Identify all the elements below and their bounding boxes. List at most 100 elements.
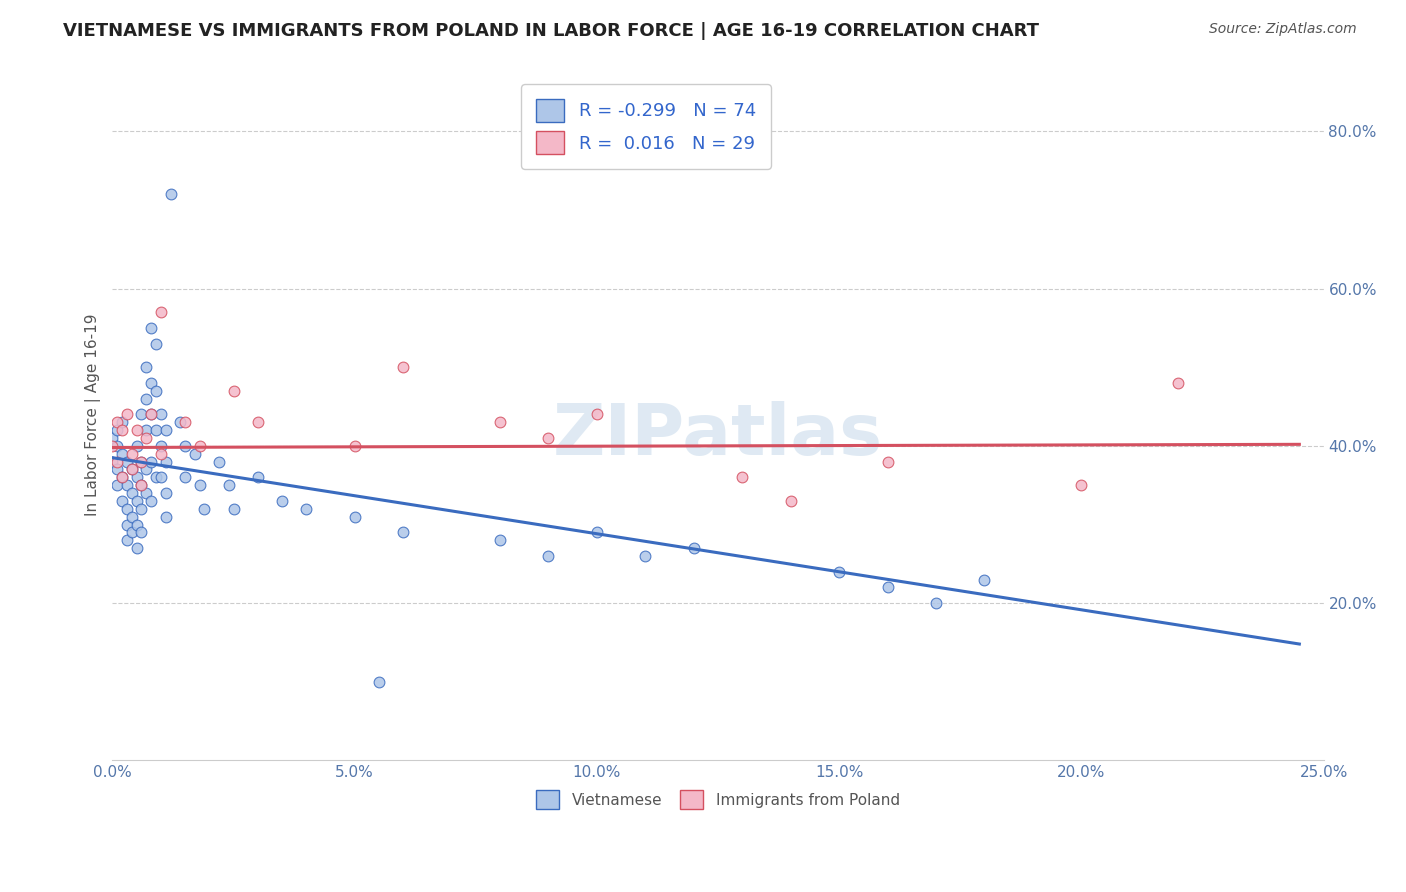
Point <box>155 486 177 500</box>
Point <box>121 462 143 476</box>
Point <box>111 470 134 484</box>
Point <box>145 384 167 398</box>
Point <box>367 674 389 689</box>
Point <box>141 494 163 508</box>
Point <box>184 447 207 461</box>
Point <box>149 439 172 453</box>
Point <box>174 470 197 484</box>
Point <box>131 478 153 492</box>
Point <box>125 517 148 532</box>
Point <box>105 478 128 492</box>
Point <box>115 455 138 469</box>
Point <box>101 455 124 469</box>
Point <box>537 549 560 563</box>
Point <box>159 187 181 202</box>
Point <box>155 455 177 469</box>
Legend: Vietnamese, Immigrants from Poland: Vietnamese, Immigrants from Poland <box>530 784 905 815</box>
Point <box>246 470 269 484</box>
Point <box>131 408 153 422</box>
Point <box>131 525 153 540</box>
Point <box>489 533 512 548</box>
Point <box>135 360 157 375</box>
Point <box>876 455 898 469</box>
Point <box>155 423 177 437</box>
Point <box>188 478 211 492</box>
Point <box>111 494 134 508</box>
Point <box>586 408 609 422</box>
Point <box>343 509 366 524</box>
Point <box>634 549 657 563</box>
Point <box>105 455 128 469</box>
Point <box>193 501 215 516</box>
Point <box>105 439 128 453</box>
Point <box>731 470 754 484</box>
Point <box>101 431 124 445</box>
Point <box>105 423 128 437</box>
Point <box>145 336 167 351</box>
Point <box>125 541 148 555</box>
Point <box>155 509 177 524</box>
Point <box>121 525 143 540</box>
Point <box>271 494 294 508</box>
Point <box>295 501 318 516</box>
Point <box>105 462 128 476</box>
Point <box>392 360 415 375</box>
Point <box>135 392 157 406</box>
Text: VIETNAMESE VS IMMIGRANTS FROM POLAND IN LABOR FORCE | AGE 16-19 CORRELATION CHAR: VIETNAMESE VS IMMIGRANTS FROM POLAND IN … <box>63 22 1039 40</box>
Point <box>169 415 191 429</box>
Point <box>149 305 172 319</box>
Point <box>149 447 172 461</box>
Point <box>141 321 163 335</box>
Point <box>115 501 138 516</box>
Point <box>145 470 167 484</box>
Point <box>343 439 366 453</box>
Point <box>246 415 269 429</box>
Point <box>149 408 172 422</box>
Text: ZIPatlas: ZIPatlas <box>553 401 883 470</box>
Point <box>125 494 148 508</box>
Point <box>125 423 148 437</box>
Point <box>174 439 197 453</box>
Point <box>392 525 415 540</box>
Point <box>537 431 560 445</box>
Point <box>141 455 163 469</box>
Point <box>131 501 153 516</box>
Point <box>828 565 851 579</box>
Point <box>222 501 245 516</box>
Y-axis label: In Labor Force | Age 16-19: In Labor Force | Age 16-19 <box>86 313 101 516</box>
Point <box>222 384 245 398</box>
Point <box>121 509 143 524</box>
Point <box>188 439 211 453</box>
Point <box>125 470 148 484</box>
Point <box>208 455 231 469</box>
Point <box>1167 376 1189 390</box>
Point <box>101 439 124 453</box>
Point <box>779 494 801 508</box>
Point <box>145 423 167 437</box>
Point <box>115 478 138 492</box>
Point <box>131 455 153 469</box>
Point <box>115 408 138 422</box>
Point <box>925 596 948 610</box>
Point <box>135 423 157 437</box>
Point <box>111 447 134 461</box>
Point <box>131 455 153 469</box>
Point <box>121 462 143 476</box>
Point <box>149 470 172 484</box>
Point <box>135 431 157 445</box>
Point <box>141 376 163 390</box>
Point <box>141 408 163 422</box>
Point <box>125 439 148 453</box>
Point <box>111 423 134 437</box>
Point <box>135 486 157 500</box>
Point <box>121 486 143 500</box>
Point <box>141 408 163 422</box>
Text: Source: ZipAtlas.com: Source: ZipAtlas.com <box>1209 22 1357 37</box>
Point <box>682 541 704 555</box>
Point <box>973 573 995 587</box>
Point <box>586 525 609 540</box>
Point <box>1070 478 1092 492</box>
Point <box>105 415 128 429</box>
Point <box>218 478 240 492</box>
Point <box>131 478 153 492</box>
